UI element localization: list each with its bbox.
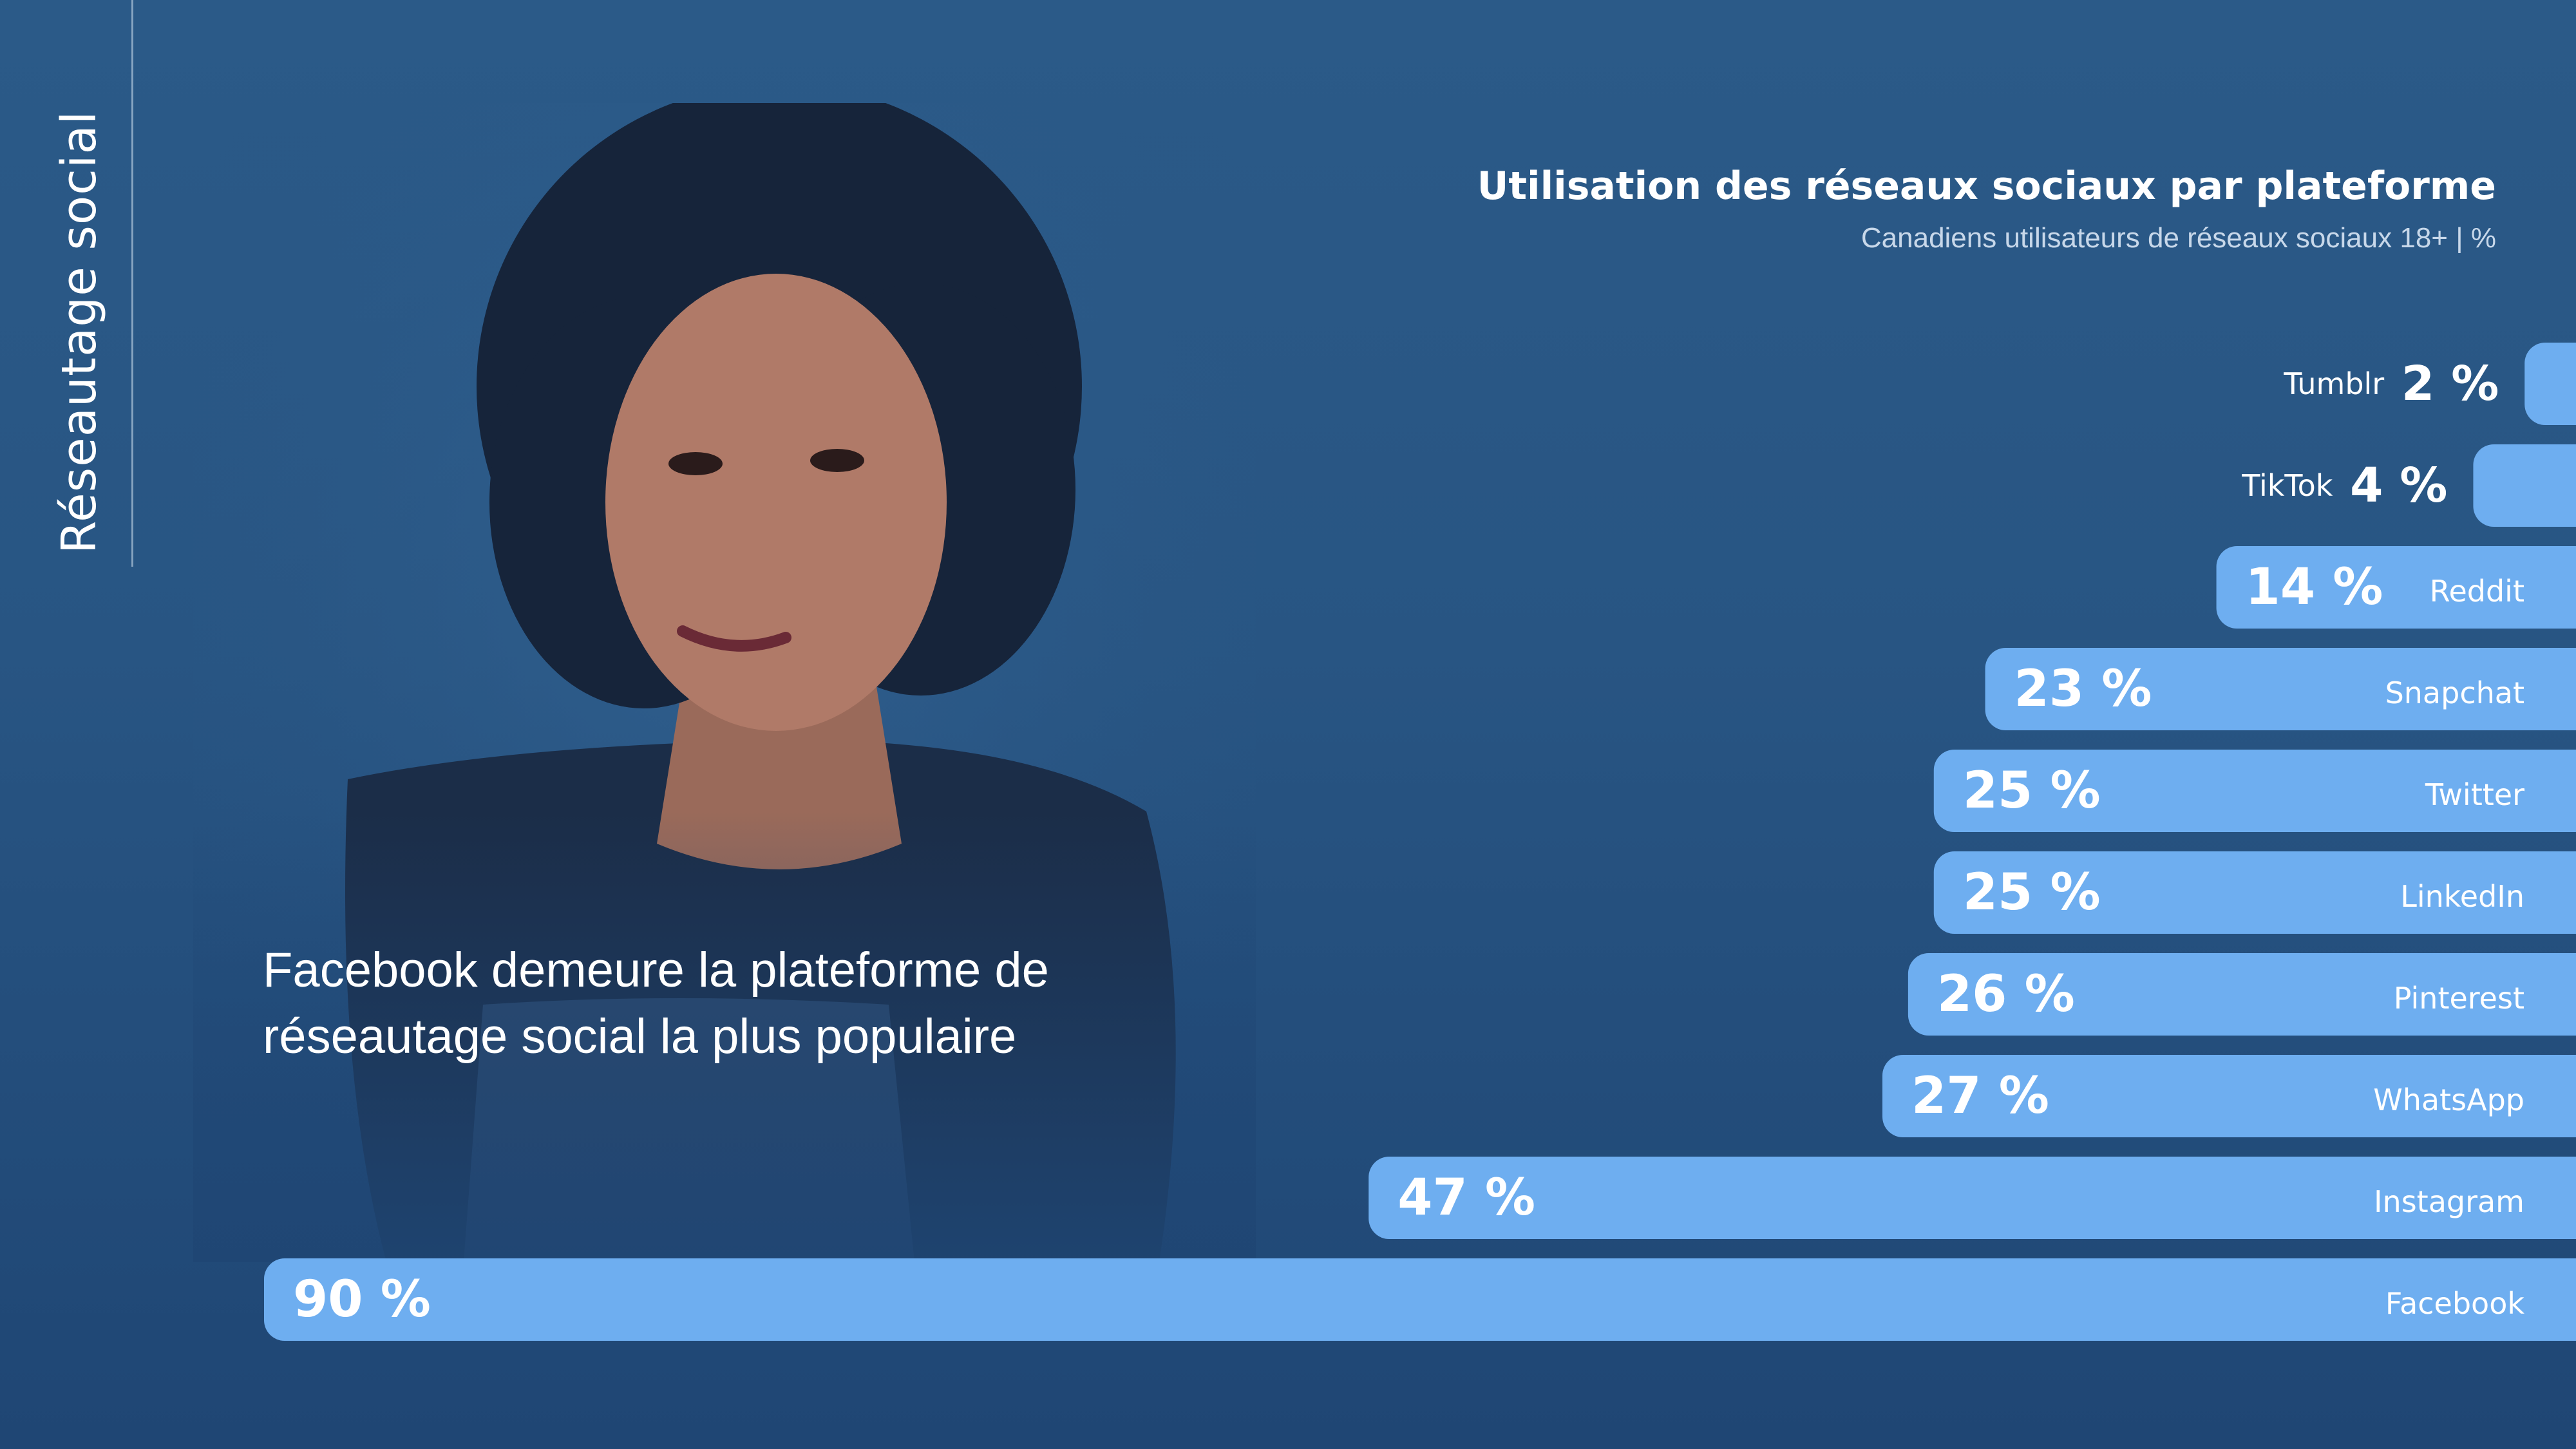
chart-title: Utilisation des réseaux sociaux par plat…	[1477, 164, 2496, 209]
bar-linkedin	[1933, 851, 2576, 934]
category-label: TikTok	[2241, 468, 2333, 503]
value-label: 4 %	[2350, 458, 2447, 513]
category-label: Reddit	[2430, 574, 2524, 609]
category-label: Instagram	[2374, 1184, 2524, 1219]
value-label: 25 %	[1963, 864, 2101, 922]
portrait-photo	[193, 103, 1256, 1262]
section-divider	[131, 0, 133, 567]
category-label: Snapchat	[2385, 676, 2524, 710]
headline: Facebook demeure la plateforme de réseau…	[263, 937, 1164, 1070]
bar-whatsapp	[1882, 1055, 2576, 1137]
category-label: Twitter	[2425, 777, 2524, 812]
category-label: Facebook	[2385, 1286, 2525, 1321]
headline-line-1: Facebook demeure la plateforme de	[263, 943, 1049, 998]
value-label: 2 %	[2401, 356, 2499, 412]
bar-pinterest	[1908, 953, 2576, 1036]
bar-tumblr	[2524, 343, 2576, 425]
category-label: LinkedIn	[2400, 879, 2524, 914]
bar-reddit	[2216, 546, 2576, 629]
value-label: 90 %	[293, 1271, 431, 1329]
category-label: Pinterest	[2394, 981, 2524, 1016]
value-label: 26 %	[1937, 965, 2075, 1023]
chart-subtitle: Canadiens utilisateurs de réseaux sociau…	[1861, 222, 2496, 254]
value-label: 25 %	[1963, 762, 2101, 820]
value-label: 14 %	[2246, 558, 2383, 616]
category-label: Tumblr	[2283, 366, 2384, 401]
bar-tiktok	[2473, 444, 2576, 527]
value-label: 47 %	[1397, 1169, 1535, 1227]
category-label: WhatsApp	[2373, 1083, 2524, 1117]
value-label: 27 %	[1911, 1067, 2049, 1125]
bar-twitter	[1933, 750, 2576, 832]
bar-snapchat	[1985, 648, 2576, 730]
bar-facebook	[264, 1258, 2576, 1341]
bar-instagram	[1368, 1157, 2576, 1239]
headline-line-2: réseautage social la plus populaire	[263, 1009, 1017, 1064]
value-label: 23 %	[2014, 660, 2152, 718]
